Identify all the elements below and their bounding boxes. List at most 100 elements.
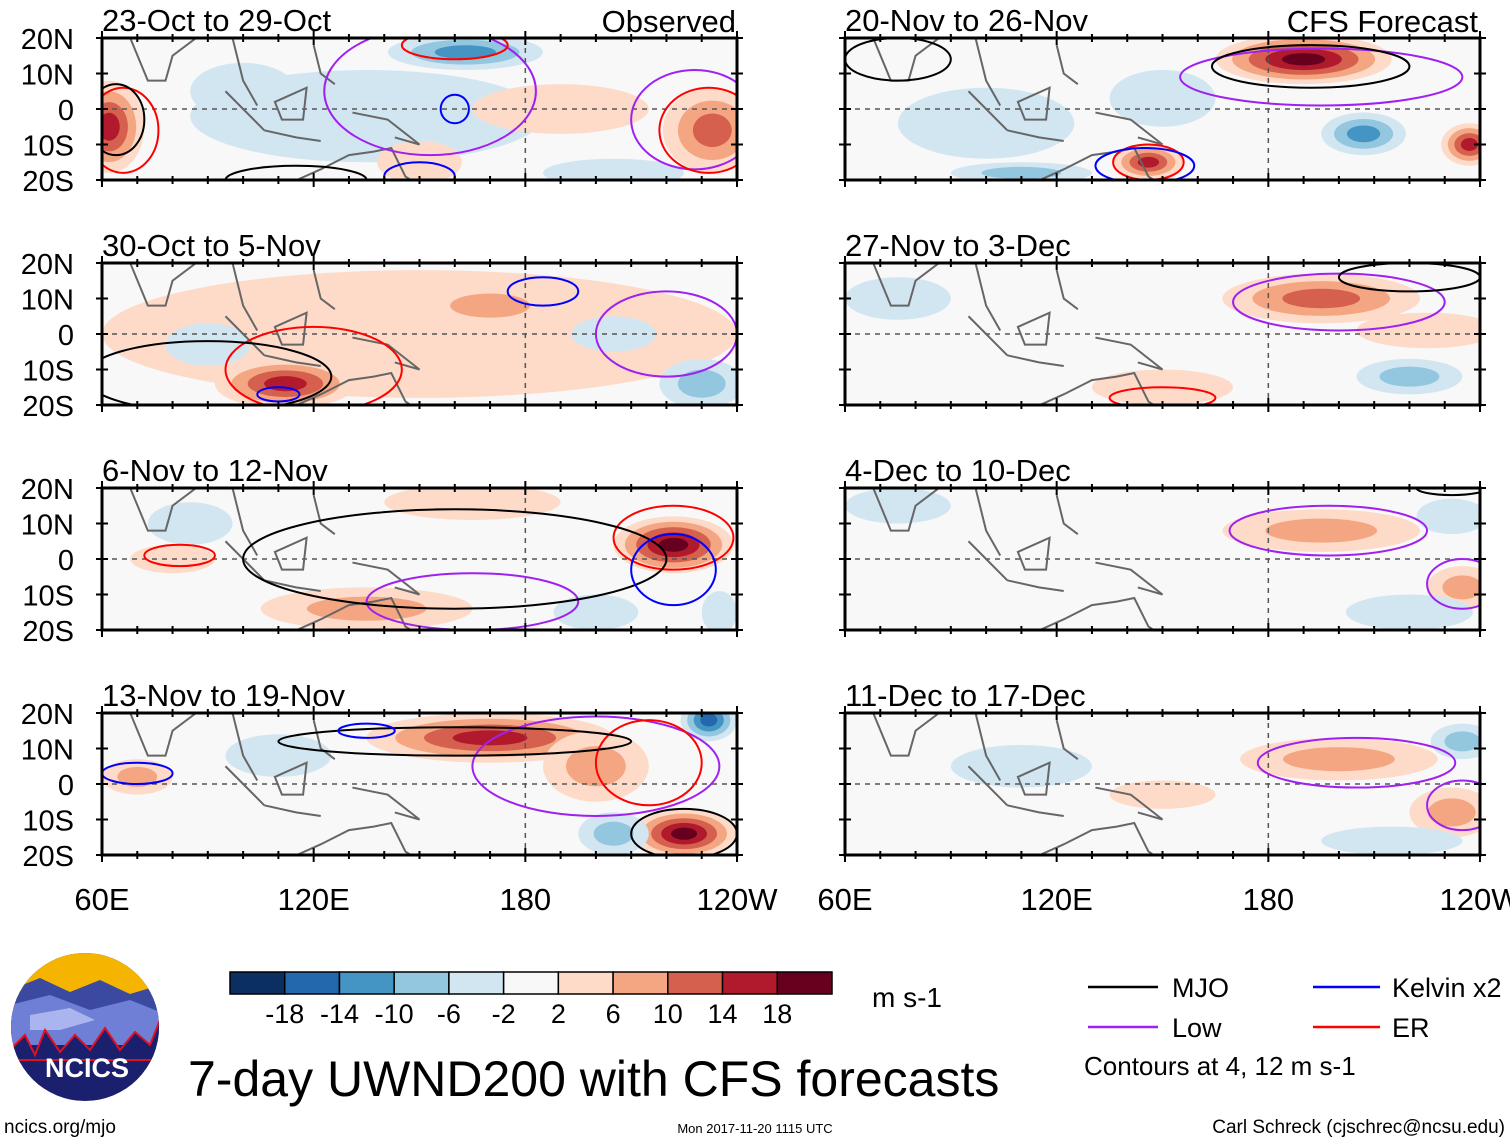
anomaly-shading xyxy=(553,594,639,630)
colorbar: -18 -14 -10 -6 -2 2 6 10 14 18 xyxy=(229,971,833,1029)
mjo-contour xyxy=(1415,488,1480,497)
colorbar-swatch xyxy=(283,971,341,995)
mjo-contour xyxy=(102,83,146,157)
anomaly-shading xyxy=(897,87,1075,159)
lat-tick-label: 0 xyxy=(58,320,74,352)
anomaly-shading xyxy=(1321,826,1463,855)
anomaly-shading xyxy=(701,590,737,630)
anomaly-shading xyxy=(1265,518,1378,543)
coastline xyxy=(129,38,421,180)
lon-tick-label: 60E xyxy=(817,882,872,917)
colorbar-tick-label: -10 xyxy=(375,999,414,1029)
low-contour xyxy=(323,38,537,157)
anomaly-shading xyxy=(117,766,158,787)
mjo-contour xyxy=(1210,44,1411,89)
er-contour xyxy=(1112,143,1185,180)
panel-title: 6-Nov to 12-Nov xyxy=(102,453,328,488)
anomaly-shading xyxy=(1460,138,1478,151)
map-panel: 11-Dec to 17-Dec xyxy=(839,678,1486,862)
anomaly-shading xyxy=(950,744,1092,788)
low-contour xyxy=(594,290,737,378)
map-panel: 20-Nov to 26-Nov xyxy=(839,3,1486,187)
coastline xyxy=(872,263,1164,405)
lat-tick-label: 10N xyxy=(21,285,74,317)
lon-tick-label: 120E xyxy=(277,882,349,917)
panel-body xyxy=(845,488,1480,630)
panel-title: 23-Oct to 29-Oct xyxy=(102,3,332,38)
low-contour xyxy=(1256,736,1457,789)
low-contour xyxy=(1232,272,1446,332)
colorbar-tick-label: 2 xyxy=(551,999,566,1029)
kelvin-contour xyxy=(439,93,470,125)
mjo-contour xyxy=(102,340,333,405)
mjo-contour xyxy=(242,508,668,610)
lat-tick-label: 20N xyxy=(21,474,74,506)
er-contour xyxy=(612,504,735,571)
panel-body xyxy=(102,488,737,630)
lat-tick-label: 10N xyxy=(21,60,74,92)
coastline xyxy=(872,713,1164,855)
lon-tick-label: 180 xyxy=(499,882,551,917)
low-contour xyxy=(1228,504,1429,557)
panel-body xyxy=(102,713,737,855)
lon-tick-label: 120W xyxy=(697,882,779,917)
colorbar-tick-label: -6 xyxy=(437,999,461,1029)
lon-tick-label: 60E xyxy=(74,882,129,917)
lon-tick-label: 120E xyxy=(1020,882,1092,917)
mjo-contour xyxy=(277,726,633,757)
coastline xyxy=(129,488,421,630)
kelvin-contour xyxy=(506,276,580,307)
lat-tick-label: 10S xyxy=(22,131,74,163)
anomaly-shading xyxy=(1379,366,1440,387)
map-panel: 27-Nov to 3-Dec xyxy=(839,228,1486,412)
anomaly-shading xyxy=(1345,594,1473,630)
credit: Carl Schreck (cjschrec@ncsu.edu) xyxy=(1212,1117,1505,1138)
lon-tick-label: 180 xyxy=(1242,882,1294,917)
panel-body xyxy=(845,713,1480,855)
anomaly-shading xyxy=(658,537,689,552)
anomaly-shading xyxy=(1442,575,1480,600)
anomaly-shading xyxy=(692,113,732,148)
er-contour xyxy=(1108,386,1217,405)
coastline xyxy=(129,713,421,855)
anomaly-shading xyxy=(981,166,1062,179)
low-contour xyxy=(1426,779,1480,832)
colorbar-swatch xyxy=(557,971,614,995)
kelvin-contour xyxy=(630,533,717,607)
er-contour xyxy=(224,325,403,405)
anomaly-shading xyxy=(472,84,649,134)
panel-body xyxy=(845,263,1480,405)
anomaly-shading xyxy=(190,62,297,120)
colorbar-tick-label: -18 xyxy=(265,999,304,1029)
colorbar-swatch xyxy=(721,971,779,995)
lat-tick-label: 20S xyxy=(22,841,74,873)
anomaly-shading xyxy=(1416,498,1480,535)
lat-tick-label: 0 xyxy=(58,545,74,577)
lat-tick-label: 10N xyxy=(21,735,74,767)
website-link[interactable]: ncics.org/mjo xyxy=(4,1117,116,1138)
anomaly-shading xyxy=(1109,69,1216,127)
anomaly-shading xyxy=(845,488,951,524)
panel-title: 4-Dec to 10-Dec xyxy=(845,453,1071,488)
panel-body xyxy=(845,38,1480,180)
colorbar-units: m s-1 xyxy=(872,982,942,1013)
anomaly-shading xyxy=(1283,747,1395,772)
kelvin-contour xyxy=(337,722,396,739)
panel-title: 20-Nov to 26-Nov xyxy=(845,3,1088,38)
anomaly-shading xyxy=(450,293,530,318)
legend-label-er: ER xyxy=(1392,1013,1430,1043)
mjo-contour xyxy=(845,38,952,82)
lat-tick-label: 20S xyxy=(22,391,74,423)
low-contour xyxy=(630,68,737,171)
colorbar-swatch xyxy=(667,971,724,995)
anomaly-shading xyxy=(264,376,307,392)
lat-tick-label: 20S xyxy=(22,166,74,198)
anomaly-shading xyxy=(700,713,718,727)
lon-axis-labels: 60E 120E 180 120W 60E 120E 180 120W xyxy=(74,882,1510,917)
lon-tick-label: 120W xyxy=(1440,882,1510,917)
panel-body xyxy=(102,263,737,405)
anomaly-shading xyxy=(306,596,427,621)
